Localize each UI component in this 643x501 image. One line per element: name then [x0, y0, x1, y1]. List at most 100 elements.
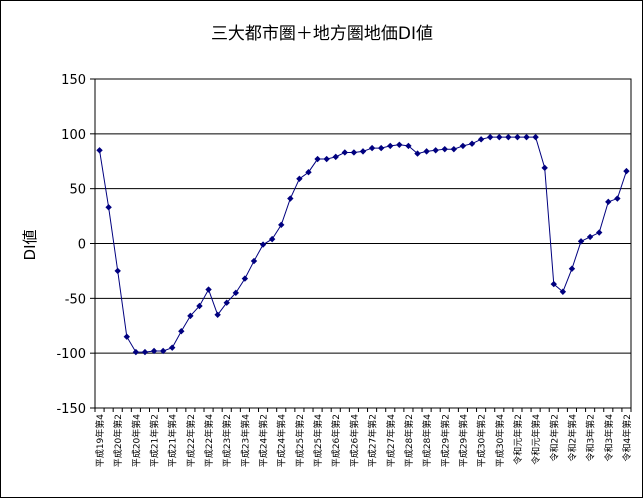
x-axis-ticks: 平成19年第4 平成20年第2 平成20年第4 平成21年第2 平成21年第4 平成22年… — [94, 408, 633, 467]
x-tick-label: 令和2年第2 — [548, 414, 560, 461]
data-point — [514, 133, 521, 141]
x-tick-label: 平成30年第2 — [476, 414, 488, 467]
data-point — [505, 133, 512, 141]
x-tick-label: 平成28年第2 — [403, 414, 415, 467]
x-tick-label: 令和元年第4 — [530, 414, 542, 465]
data-point — [396, 141, 403, 148]
x-tick-label: 平成25年第4 — [312, 414, 324, 467]
data-point — [586, 233, 594, 241]
x-tick-label: 令和4年第2 — [621, 414, 633, 461]
x-tick-label: 平成20年第2 — [112, 414, 124, 467]
data-point — [187, 312, 194, 320]
data-point — [141, 348, 149, 356]
data-point — [596, 229, 603, 236]
y-tick-label: -50 — [65, 292, 86, 307]
data-point — [105, 204, 112, 211]
data-point — [523, 133, 530, 141]
data-point — [96, 147, 103, 154]
data-point — [541, 164, 548, 172]
x-tick-label: 平成20年第4 — [130, 414, 142, 467]
data-point — [341, 149, 349, 156]
data-point — [241, 275, 249, 282]
data-point — [114, 267, 121, 275]
x-tick-label: 平成21年第4 — [167, 414, 179, 467]
x-tick-label: 平成23年第2 — [221, 414, 233, 467]
data-point — [314, 155, 321, 163]
y-tick-label: 150 — [61, 73, 86, 88]
data-point — [441, 145, 448, 153]
data-point — [268, 235, 276, 243]
y-axis-label: DI値 — [21, 230, 39, 261]
data-point — [305, 169, 312, 176]
data-point — [459, 142, 467, 150]
x-tick-label: 平成21年第2 — [149, 414, 161, 467]
y-axis-ticks: 150 100 50 0 -50 -100 -150 — [56, 73, 95, 417]
x-tick-label: 平成24年第2 — [258, 414, 270, 467]
data-point — [350, 149, 358, 156]
y-tick-label: 100 — [61, 128, 86, 143]
data-point — [287, 195, 294, 202]
data-point — [614, 195, 621, 202]
data-point — [278, 221, 285, 229]
data-point — [605, 198, 612, 206]
y-tick-label: 0 — [78, 238, 86, 253]
data-point — [377, 144, 385, 152]
data-point — [577, 238, 585, 245]
y-tick-label: -150 — [56, 402, 86, 417]
y-tick-label: -100 — [56, 347, 86, 362]
data-point — [450, 145, 458, 153]
data-point — [496, 133, 503, 141]
data-point — [178, 328, 185, 335]
data-point — [423, 148, 430, 155]
x-tick-label: 令和2年第4 — [566, 414, 578, 462]
y-tick-label: 50 — [69, 183, 86, 198]
data-point — [432, 147, 439, 154]
x-tick-label: 令和3年第2 — [585, 414, 597, 461]
data-point — [468, 140, 476, 147]
data-point — [323, 155, 330, 163]
data-point — [259, 241, 267, 248]
x-tick-label: 平成19年第4 — [94, 414, 106, 467]
data-point — [250, 257, 258, 265]
x-tick-label: 平成25年第2 — [294, 414, 306, 467]
x-tick-label: 平成22年第2 — [185, 414, 197, 467]
x-tick-label: 平成29年第4 — [457, 414, 469, 467]
x-tick-label: 平成23年第4 — [239, 414, 251, 467]
chart-title: 三大都市圏＋地方圏地価DI値 — [211, 24, 433, 44]
gridlines — [95, 133, 631, 354]
data-point — [532, 133, 539, 141]
data-point — [214, 311, 221, 318]
data-point — [296, 175, 303, 182]
x-tick-label: 平成28年第4 — [421, 414, 433, 467]
x-tick-label: 平成26年第2 — [330, 414, 342, 467]
x-tick-label: 平成29年第2 — [439, 414, 451, 467]
data-point — [159, 347, 167, 355]
x-tick-label: 令和3年第4 — [603, 414, 615, 462]
x-tick-label: 令和元年第2 — [512, 414, 524, 465]
x-tick-label: 平成27年第4 — [385, 414, 397, 467]
x-tick-label: 平成22年第4 — [203, 414, 215, 467]
data-point — [205, 286, 212, 293]
x-tick-label: 平成24年第4 — [276, 414, 288, 467]
data-point — [196, 302, 203, 310]
data-point — [414, 150, 421, 157]
data-point — [232, 289, 240, 297]
data-point — [559, 288, 567, 295]
data-point — [332, 153, 339, 161]
x-tick-label: 平成27年第2 — [367, 414, 379, 467]
data-point — [477, 136, 485, 143]
data-point — [568, 265, 576, 272]
data-point — [368, 144, 376, 152]
data-point — [550, 280, 557, 288]
data-point — [486, 133, 494, 141]
data-point — [359, 148, 367, 155]
data-point — [387, 142, 394, 150]
data-point — [405, 142, 412, 150]
data-point — [123, 333, 130, 340]
x-tick-label: 平成26年第4 — [348, 414, 360, 467]
data-point — [132, 348, 140, 356]
data-point — [223, 299, 230, 306]
x-tick-label: 平成30年第4 — [494, 414, 506, 467]
